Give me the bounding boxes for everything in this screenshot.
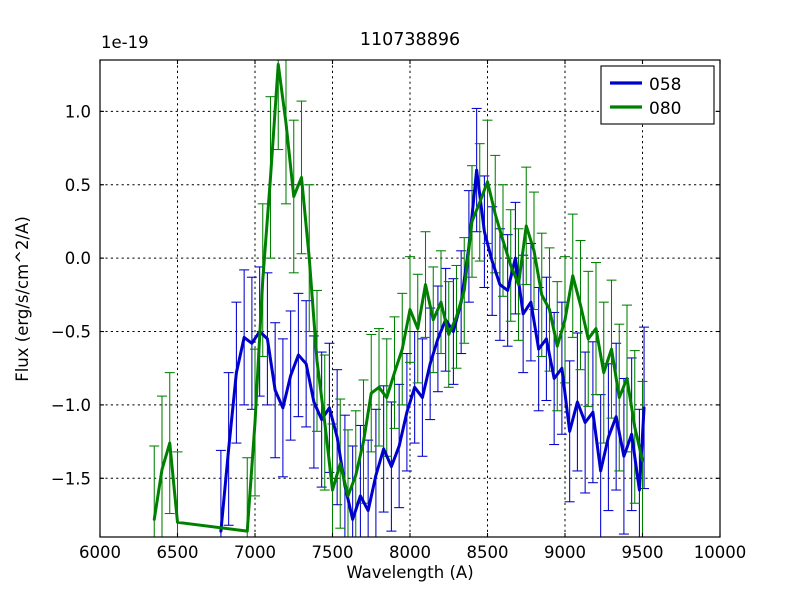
series-lines-layer: [152, 62, 646, 533]
y-axis-title: Flux (erg/s/cm^2/A): [13, 216, 32, 382]
x-tick-label: 7000: [234, 543, 276, 562]
y-tick-label: −1.0: [51, 396, 91, 415]
legend-label-080: 080: [649, 99, 681, 119]
y-tick-label: 0.5: [65, 176, 91, 195]
legend-box[interactable]: [600, 65, 715, 125]
x-tick-label: 7500: [312, 543, 354, 562]
legend-label-058: 058: [649, 75, 681, 95]
x-tick-label: 8500: [467, 543, 509, 562]
y-tick-label: −0.5: [51, 323, 91, 342]
tick-labels: 6000 6500 7000 7500 8000 8500 9000 9500 10000 −1.…: [51, 102, 746, 562]
x-tick-label: 8000: [389, 543, 431, 562]
y-tick-label: 1.0: [65, 102, 91, 121]
legend-entry-058[interactable]: 058: [610, 75, 681, 95]
legend-entry-080[interactable]: 080: [610, 99, 681, 119]
x-tick-label: 6500: [157, 543, 199, 562]
x-tick-label: 9500: [622, 543, 664, 562]
series-line-058: [219, 168, 646, 533]
page-title: 110738896: [360, 30, 460, 50]
x-axis-title: Wavelength (A): [346, 563, 473, 582]
x-tick-label: 9000: [544, 543, 586, 562]
tick-marks: [99, 60, 721, 537]
x-tick-label: 6000: [79, 543, 121, 562]
y-tick-label: 0.0: [65, 249, 91, 268]
y-axis-offset-label: 1e-19: [101, 33, 149, 52]
x-tick-label: 10000: [694, 543, 747, 562]
y-tick-label: −1.5: [51, 469, 91, 488]
series-line-080: [152, 62, 644, 533]
